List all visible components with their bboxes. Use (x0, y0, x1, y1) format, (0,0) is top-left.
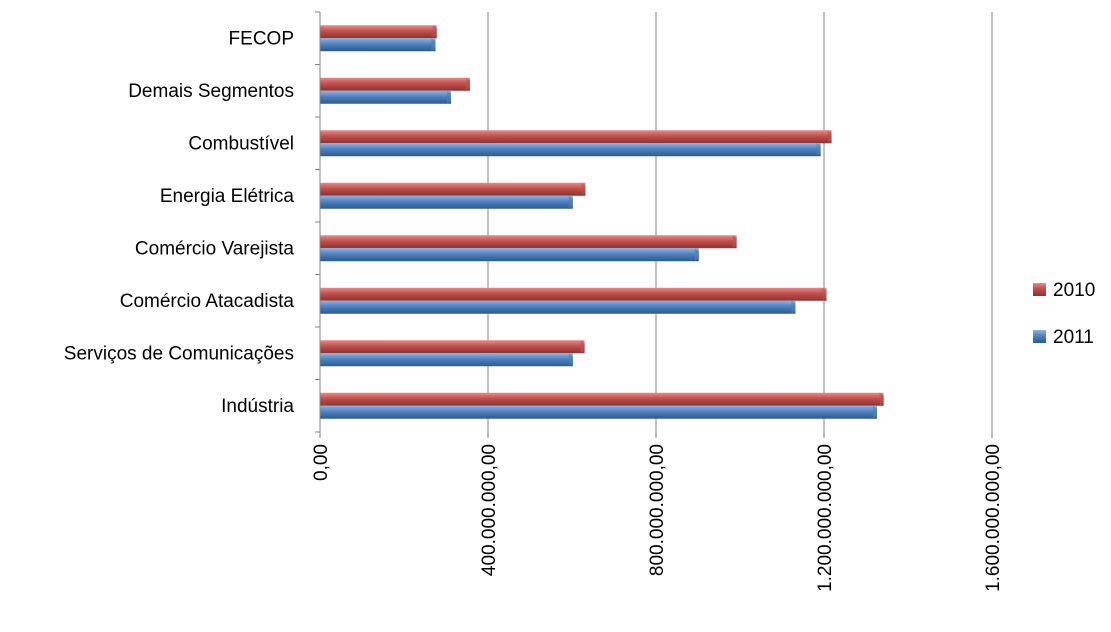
category-labels: FECOP Demais Segmentos Combustível Energia … (64, 28, 295, 417)
bar (320, 287, 827, 301)
category-label: Indústria (221, 396, 294, 417)
legend-label: 2011 (1053, 327, 1094, 348)
bar (320, 195, 573, 209)
category-label: Demais Segmentos (128, 81, 294, 102)
value-tick-labels: 0,00 400.000.000,00 800.000.000,00 1.200.00… (311, 444, 1004, 592)
category-label: Combustível (188, 133, 294, 154)
bar (320, 143, 821, 157)
bar (320, 248, 699, 262)
bar (320, 340, 585, 354)
category-label: FECOP (229, 28, 294, 49)
category-label: Serviços de Comunicações (64, 343, 294, 364)
bar (320, 353, 573, 367)
bar (320, 90, 452, 104)
bar (320, 405, 877, 419)
bar (320, 300, 796, 314)
gridlines (315, 11, 993, 438)
bar (320, 38, 436, 52)
legend: 2010 2011 (1033, 280, 1095, 348)
legend-entry: 2010 (1033, 280, 1095, 301)
value-tick-label: 800.000.000,00 (647, 444, 668, 576)
legend-entry: 2011 (1033, 327, 1094, 348)
value-tick-label: 1.200.000.000,00 (815, 444, 836, 592)
bar (320, 182, 586, 196)
value-tick-label: 0,00 (311, 444, 332, 481)
bar (320, 130, 832, 144)
bar (320, 77, 470, 91)
category-label: Comércio Varejista (135, 238, 295, 259)
legend-swatch (1033, 283, 1046, 296)
bar (320, 235, 737, 249)
value-tick-label: 1.600.000.000,00 (983, 444, 1004, 592)
bars (320, 25, 884, 419)
legend-swatch (1033, 330, 1046, 343)
legend-label: 2010 (1053, 280, 1095, 301)
category-label: Energia Elétrica (160, 186, 295, 207)
category-label: Comércio Atacadista (120, 291, 295, 312)
value-tick-label: 400.000.000,00 (479, 444, 500, 576)
bar (320, 25, 437, 39)
bar (320, 392, 884, 406)
